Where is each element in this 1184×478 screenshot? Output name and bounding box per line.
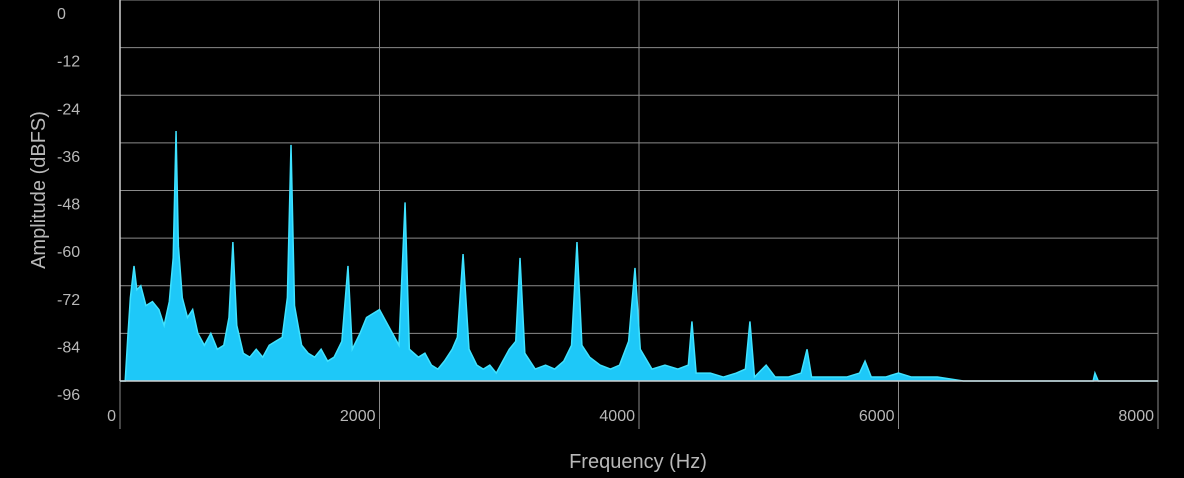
x-tick-label: 8000: [1118, 408, 1154, 425]
y-tick-label: -60: [57, 244, 80, 261]
y-tick-label: -48: [57, 197, 80, 214]
y-tick-label: -96: [57, 387, 80, 404]
y-axis-title: Amplitude (dBFS): [28, 111, 50, 269]
y-tick-label: -24: [57, 101, 80, 118]
y-tick-label: -12: [57, 54, 80, 71]
spectrum-line: [120, 130, 1158, 382]
x-axis-title: Frequency (Hz): [569, 451, 707, 473]
y-tick-label: 0: [57, 6, 66, 23]
y-tick-label: -72: [57, 292, 80, 309]
y-tick-label: -84: [57, 339, 80, 356]
spectrum-area: [120, 130, 1158, 381]
x-tick-label: 6000: [859, 408, 895, 425]
x-tick-label: 0: [107, 408, 116, 425]
x-tick-label: 4000: [599, 408, 635, 425]
y-tick-label: -36: [57, 149, 80, 166]
x-tick-label: 2000: [340, 408, 376, 425]
